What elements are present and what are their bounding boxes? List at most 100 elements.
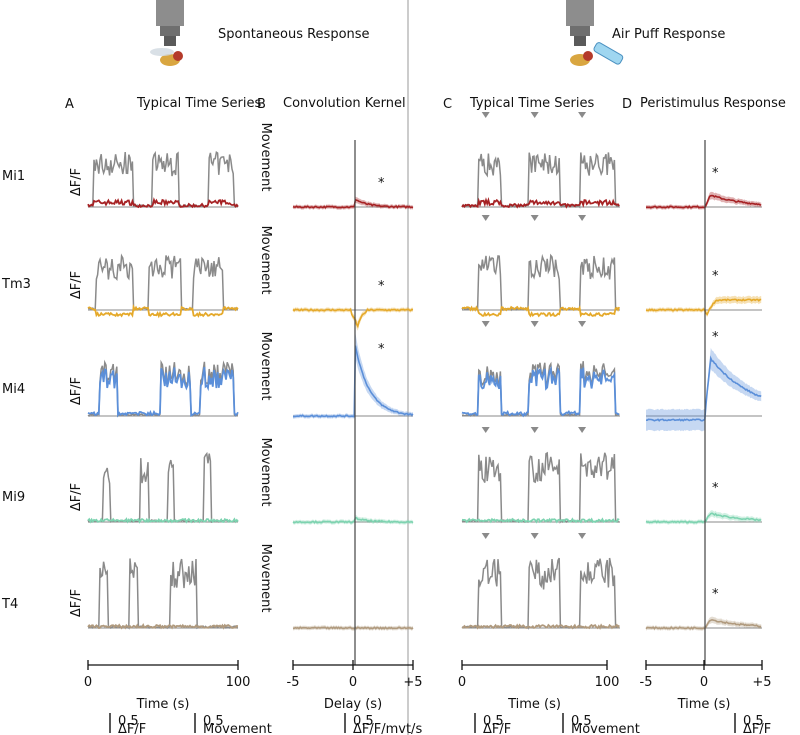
movement-label: Movement [258,544,273,613]
significance: * [712,166,719,181]
stimulus-marker [481,215,490,221]
confidence-band [293,307,413,331]
scale-value: 0.5 [571,714,592,729]
tick-label: 100 [595,675,620,690]
stimulus-marker [578,215,587,221]
response-trace [292,345,414,418]
tick-label: 0 [458,675,466,690]
signal-trace [87,517,239,524]
significance: * [378,342,385,357]
movement-trace [461,557,620,630]
movement-label: Movement [258,438,273,507]
signal-trace [461,517,620,524]
response-trace [645,618,762,630]
panel-letter: A [65,97,74,112]
tick-label: 0 [700,675,708,690]
panel-letter: D [622,97,632,112]
stimulus-marker [530,112,539,118]
response-trace [645,194,762,209]
panel-title: Typical Time Series [469,96,594,111]
tick-label: +5 [752,675,771,690]
stimulus-marker [530,215,539,221]
stimulus-marker [578,321,587,327]
scale-unit: ΔF/F [483,722,511,735]
signal-label: ΔF/F [69,589,84,617]
tick-label: 100 [226,675,251,690]
axis-label: Time (s) [136,697,190,712]
response-trace [645,298,762,316]
confidence-band [293,333,413,419]
stimulus-marker [481,533,490,539]
scale-value: 0.5 [483,714,504,729]
significance: * [712,481,719,496]
movement-trace [461,253,620,312]
significance: * [712,587,719,602]
panel-letter: B [257,97,266,112]
scale-value: 0.5 [118,714,139,729]
response-trace [292,626,414,630]
signal-trace [461,197,620,209]
movement-label: Movement [258,226,273,295]
header: Air Puff Response [612,27,725,42]
movement-trace [461,152,620,209]
stimulus-marker [578,533,587,539]
signal-trace [461,365,620,418]
scale-unit: ΔF/F [743,722,771,735]
tick-label: 0 [84,675,92,690]
stimulus-marker [530,321,539,327]
movement-label: Movement [258,123,273,192]
panel-title: Typical Time Series [136,96,261,111]
stimulus-marker [481,321,490,327]
panel-title: Peristimulus Response [640,96,786,111]
significance: * [712,269,719,284]
microscope-icon [566,0,624,66]
significance: * [378,279,385,294]
scale-value: 0.5 [203,714,224,729]
movement-trace [87,451,239,524]
signal-trace [87,304,239,319]
scale-unit: Movement [203,722,272,735]
axis-label: Time (s) [677,697,731,712]
scale-value: 0.5 [353,714,374,729]
row-label: T4 [1,597,18,612]
panel-letter: C [443,97,452,112]
axis-label: Delay (s) [324,697,382,712]
stimulus-marker [530,427,539,433]
confidence-band [646,347,762,432]
axis-label: Time (s) [507,697,561,712]
confidence-band [646,295,762,317]
tick-label: -5 [640,675,653,690]
row-label: Mi1 [2,169,25,184]
stimulus-marker [578,427,587,433]
response-trace [646,355,762,422]
movement-trace [87,253,239,313]
response-trace [645,512,762,524]
signal-label: ΔF/F [69,168,84,196]
signal-trace [87,622,239,630]
row-label: Tm3 [1,277,31,292]
stimulus-marker [481,112,490,118]
stimulus-marker [578,112,587,118]
movement-trace [87,558,239,630]
row-label: Mi4 [2,382,25,397]
signal-label: ΔF/F [69,377,84,405]
scale-value: 0.5 [743,714,764,729]
significance: * [378,176,385,191]
stimulus-marker [481,427,490,433]
movement-trace [461,451,620,524]
panel-title: Convolution Kernel [283,96,406,111]
response-trace [292,198,414,209]
response-trace [292,307,414,329]
signal-trace [87,197,239,209]
significance: * [712,330,719,345]
scale-unit: Movement [571,722,640,735]
row-label: Mi9 [2,490,25,505]
signal-trace [461,623,620,630]
signal-label: ΔF/F [69,271,84,299]
tick-label: +5 [403,675,422,690]
header: Spontaneous Response [218,27,370,42]
confidence-band [646,191,762,210]
tick-label: -5 [287,675,300,690]
scale-unit: ΔF/F/mvt/s [353,722,422,735]
